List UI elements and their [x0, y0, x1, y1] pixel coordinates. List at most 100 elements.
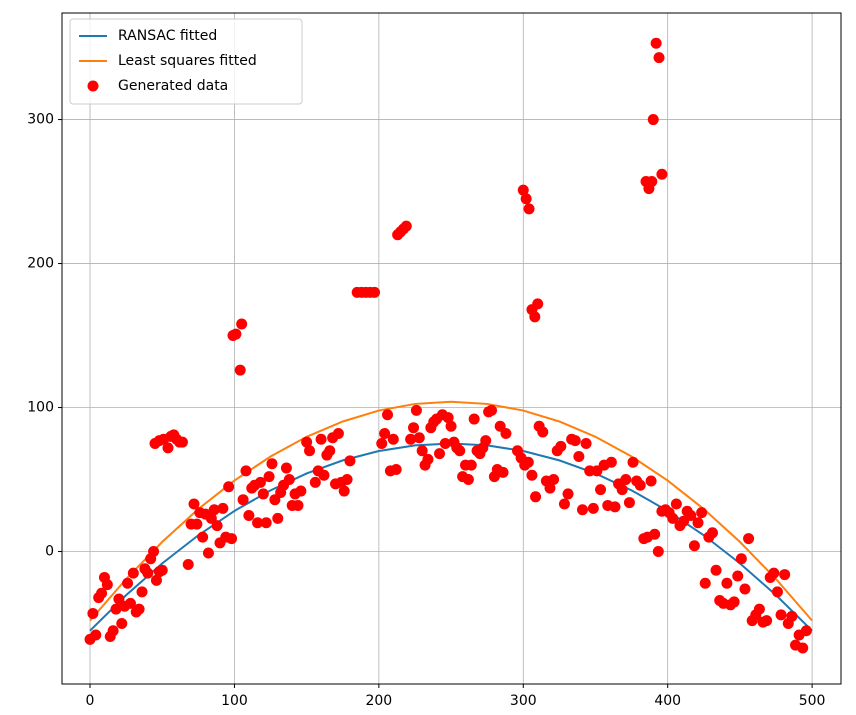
data-point	[413, 432, 425, 444]
data-point	[786, 610, 798, 622]
data-point	[761, 615, 773, 627]
data-point	[753, 603, 765, 615]
x-tick-label: 100	[221, 693, 248, 709]
data-point	[156, 564, 168, 576]
data-point	[656, 168, 668, 180]
data-point	[263, 471, 275, 483]
data-point	[616, 484, 628, 496]
data-point	[344, 455, 356, 467]
data-point	[257, 488, 269, 500]
data-point	[341, 474, 353, 486]
y-tick-label: 200	[27, 256, 54, 272]
data-point	[721, 577, 733, 589]
data-point	[696, 507, 708, 519]
data-point	[416, 445, 428, 457]
data-point	[162, 442, 174, 454]
data-point	[771, 586, 783, 598]
data-point	[497, 466, 509, 478]
data-point	[295, 485, 307, 497]
data-point	[324, 445, 336, 457]
data-point	[208, 504, 220, 516]
data-point	[107, 625, 119, 637]
y-tick-label: 100	[27, 400, 54, 416]
data-point	[266, 458, 278, 470]
legend-box	[69, 18, 303, 105]
data-point	[558, 498, 570, 510]
data-point	[309, 476, 321, 488]
data-point	[529, 311, 541, 323]
y-tick-label: 0	[45, 544, 54, 560]
data-point	[188, 498, 200, 510]
data-point	[649, 528, 661, 540]
data-point	[699, 577, 711, 589]
data-point	[243, 510, 255, 522]
data-point	[779, 569, 791, 581]
x-tick-label: 200	[365, 693, 392, 709]
data-point	[332, 427, 344, 439]
data-point	[775, 609, 787, 621]
data-point	[580, 438, 592, 450]
legend-swatch	[87, 80, 99, 92]
data-point	[468, 413, 480, 425]
grid	[62, 13, 841, 684]
data-point	[486, 404, 498, 416]
data-point	[369, 286, 381, 298]
data-point	[645, 475, 657, 487]
data-point	[142, 567, 154, 579]
data-point	[234, 364, 246, 376]
data-point	[732, 570, 744, 582]
data-point	[197, 531, 209, 543]
data-point	[739, 583, 751, 595]
data-point	[576, 504, 588, 516]
data-point	[587, 502, 599, 514]
data-point	[650, 37, 662, 49]
data-point	[537, 426, 549, 438]
data-point	[569, 435, 581, 447]
data-point	[520, 193, 532, 205]
data-point	[315, 433, 327, 445]
data-point	[90, 629, 102, 641]
data-point	[338, 485, 350, 497]
data-point	[405, 433, 417, 445]
data-point	[110, 603, 122, 615]
data-point	[292, 499, 304, 511]
legend-label: RANSAC fitted	[118, 28, 217, 44]
data-point	[797, 642, 809, 654]
data-point	[133, 603, 145, 615]
data-point	[240, 465, 252, 477]
data-point	[217, 502, 229, 514]
data-point	[800, 625, 812, 637]
data-point	[595, 484, 607, 496]
data-point	[96, 587, 108, 599]
data-point	[692, 517, 704, 529]
legend-label: Generated data	[118, 78, 228, 94]
data-point	[670, 498, 682, 510]
data-point	[252, 517, 264, 529]
x-tick-label: 500	[799, 693, 826, 709]
data-point	[101, 579, 113, 591]
data-point	[522, 456, 534, 468]
data-point	[523, 203, 535, 215]
data-point	[646, 175, 658, 187]
data-point	[562, 488, 574, 500]
data-point	[685, 510, 697, 522]
data-point	[442, 412, 454, 424]
data-point	[454, 445, 466, 457]
data-point	[532, 298, 544, 310]
data-point	[191, 518, 203, 530]
data-point	[652, 546, 664, 558]
plot-area	[84, 37, 813, 654]
data-point	[211, 520, 223, 532]
legend-label: Least squares fitted	[118, 53, 257, 69]
data-point	[462, 474, 474, 486]
data-point	[124, 597, 136, 609]
data-point	[400, 220, 412, 232]
data-point	[653, 52, 665, 64]
data-point	[620, 474, 632, 486]
data-point	[517, 184, 529, 196]
data-point	[150, 574, 162, 586]
data-point	[390, 463, 402, 475]
fit-line	[89, 400, 813, 622]
x-tick-label: 400	[654, 693, 681, 709]
